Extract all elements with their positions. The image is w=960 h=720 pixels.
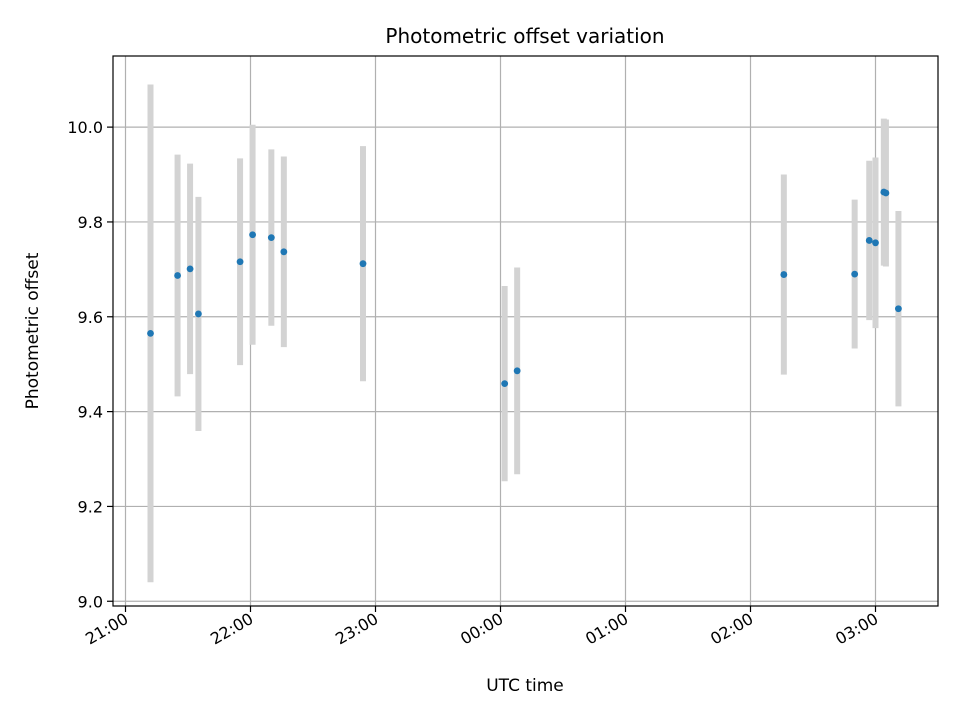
data-point [865, 237, 873, 244]
data-point [195, 310, 202, 318]
y-tick-label: 9.2 [78, 497, 103, 516]
data-point [359, 260, 367, 268]
y-tick-label: 10.0 [67, 118, 103, 137]
data-point [780, 271, 788, 278]
y-tick-label: 9.0 [78, 592, 103, 611]
data-point [851, 270, 859, 278]
data-point [513, 367, 521, 375]
x-axis-title: UTC time [486, 676, 564, 696]
data-point [174, 272, 181, 279]
data-point [267, 234, 275, 241]
data-point [186, 265, 194, 273]
data-point [236, 258, 244, 266]
point-layer [147, 188, 902, 388]
y-tick-label: 9.4 [78, 403, 103, 422]
data-point [895, 305, 902, 313]
data-point [501, 380, 509, 388]
y-tick-label: 9.8 [78, 213, 103, 232]
chart-title: Photometric offset variation [385, 24, 664, 48]
y-tick-label: 9.6 [78, 308, 103, 327]
data-point [882, 189, 890, 197]
data-point [147, 329, 154, 337]
data-point [872, 239, 879, 247]
y-axis-title: Photometric offset [23, 252, 43, 409]
data-point [249, 231, 256, 239]
data-point [280, 248, 288, 256]
plot-frame [112, 55, 939, 607]
